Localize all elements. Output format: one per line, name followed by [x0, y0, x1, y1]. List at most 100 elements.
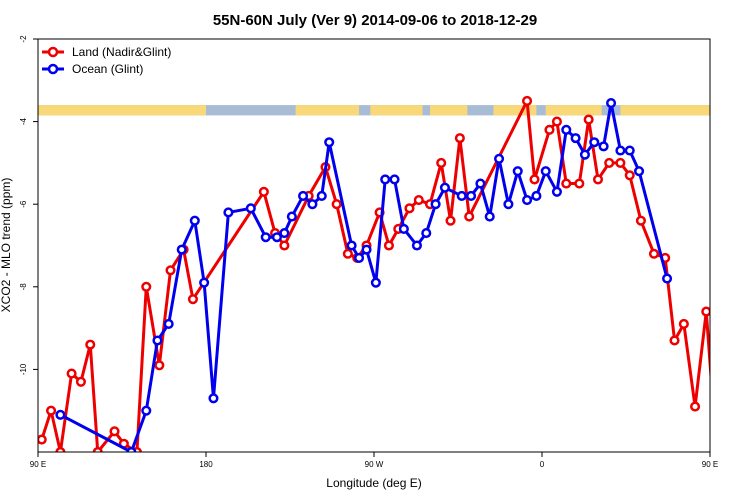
- point-ocean: [456, 190, 467, 201]
- point-ocean: [606, 97, 617, 109]
- point-ocean: [579, 149, 590, 160]
- point-ocean: [411, 240, 422, 251]
- point-land: [669, 335, 680, 346]
- point-ocean: [570, 133, 581, 144]
- axis-ticks: 90 E 180 90 W 0 90 E -2 -4 -6 -8 -10: [19, 35, 718, 469]
- point-land: [445, 215, 456, 226]
- point-land: [648, 248, 660, 259]
- point-land: [712, 436, 720, 444]
- point-ocean: [503, 199, 514, 210]
- y-axis-label: XCO2 - MLO trend (ppm): [0, 178, 13, 313]
- point-land: [723, 436, 731, 444]
- point-land: [404, 203, 415, 214]
- point-land: [635, 215, 646, 226]
- point-land: [331, 199, 342, 210]
- legend: Land (Nadir&Glint) Ocean (Glint): [42, 45, 171, 76]
- point-land: [544, 124, 555, 135]
- point-ocean: [163, 318, 174, 330]
- point-ocean: [208, 393, 219, 404]
- point-land: [615, 157, 626, 168]
- legend-land-marker: [47, 46, 59, 58]
- point-ocean: [466, 190, 477, 201]
- point-land: [583, 114, 594, 125]
- point-ocean: [141, 405, 152, 416]
- point-ocean: [223, 207, 234, 218]
- band-land-segment: [545, 105, 602, 116]
- point-land: [744, 444, 750, 452]
- point-land: [624, 170, 635, 181]
- point-land: [342, 248, 353, 259]
- point-ocean: [389, 174, 400, 185]
- point-ocean: [286, 211, 297, 222]
- band-land-segment: [370, 105, 423, 116]
- point-ocean: [298, 190, 309, 201]
- point-land: [109, 426, 120, 437]
- point-ocean: [176, 244, 187, 255]
- series-line-ocean: [59, 101, 669, 452]
- point-ocean: [279, 228, 290, 239]
- y-tick-label: -10: [19, 363, 28, 375]
- point-land: [574, 178, 585, 189]
- point-land: [38, 434, 47, 445]
- point-land: [75, 376, 86, 387]
- point-land: [165, 265, 176, 276]
- point-land: [678, 318, 689, 330]
- point-ocean: [512, 166, 523, 177]
- point-ocean: [55, 409, 66, 420]
- point-ocean: [439, 182, 450, 193]
- point-ocean: [634, 166, 645, 177]
- point-ocean: [361, 244, 372, 255]
- point-ocean: [354, 252, 365, 263]
- band-land-segment: [620, 105, 710, 116]
- point-ocean: [260, 232, 271, 243]
- point-land: [690, 401, 701, 412]
- point-land: [454, 133, 465, 144]
- point-land: [561, 178, 572, 189]
- point-ocean: [421, 228, 432, 239]
- point-ocean: [245, 203, 256, 214]
- point-land: [187, 294, 198, 305]
- point-ocean: [615, 145, 626, 156]
- point-land: [701, 306, 710, 317]
- point-land: [46, 405, 57, 416]
- band-land-segment: [493, 105, 537, 116]
- point-ocean: [346, 240, 357, 251]
- point-ocean: [662, 273, 673, 284]
- point-ocean: [494, 153, 505, 164]
- point-land: [279, 240, 290, 251]
- band-land-segment: [430, 105, 468, 116]
- point-land: [141, 281, 152, 292]
- legend-ocean-label: Ocean (Glint): [72, 62, 143, 76]
- point-ocean: [589, 137, 600, 148]
- point-ocean: [189, 215, 200, 226]
- point-land: [154, 360, 165, 371]
- x-tick-label: 90 W: [365, 460, 384, 469]
- point-land: [92, 446, 103, 452]
- point-land: [66, 368, 77, 379]
- point-ocean: [152, 335, 163, 346]
- band-land-segment: [295, 105, 360, 116]
- band-land-segment: [150, 105, 206, 116]
- point-land: [436, 157, 447, 168]
- point-ocean: [522, 195, 533, 206]
- point-ocean: [475, 178, 486, 189]
- point-ocean: [561, 124, 572, 135]
- x-tick-label: 180: [199, 460, 213, 469]
- point-land: [85, 339, 96, 350]
- plot-series: [38, 95, 750, 452]
- point-land: [529, 174, 540, 185]
- point-ocean: [551, 186, 562, 197]
- point-ocean: [370, 277, 381, 288]
- x-axis-label: Longitude (deg E): [326, 476, 421, 490]
- y-tick-label: -2: [19, 35, 28, 43]
- x-tick-label: 90 E: [30, 460, 46, 469]
- point-ocean: [531, 190, 542, 201]
- point-land: [551, 116, 562, 127]
- x-tick-label: 0: [540, 460, 545, 469]
- series-line-land: [40, 99, 710, 452]
- point-land: [522, 95, 533, 106]
- point-ocean: [430, 199, 441, 210]
- point-ocean: [271, 232, 282, 243]
- x-tick-label: 90 E: [702, 460, 718, 469]
